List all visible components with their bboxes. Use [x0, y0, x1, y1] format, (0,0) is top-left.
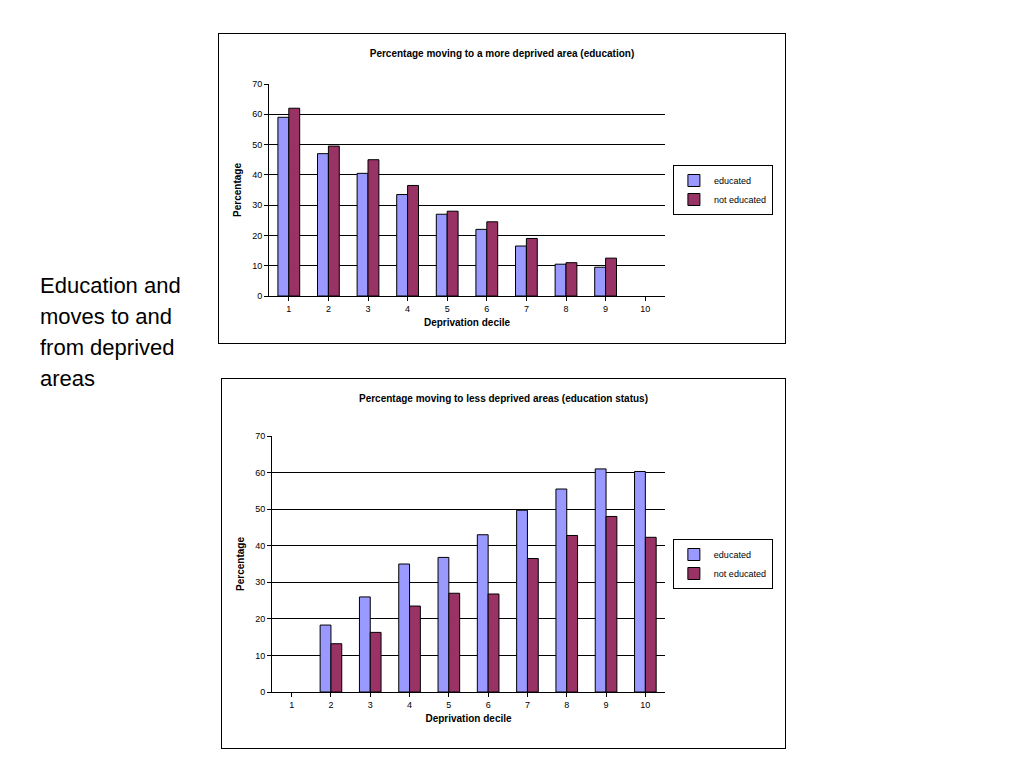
svg-text:50: 50 [252, 140, 262, 150]
svg-text:50: 50 [255, 504, 265, 514]
svg-text:20: 20 [252, 231, 262, 241]
svg-text:70: 70 [252, 79, 262, 89]
svg-text:40: 40 [255, 541, 265, 551]
svg-text:30: 30 [255, 577, 265, 587]
svg-text:4: 4 [405, 304, 410, 314]
svg-text:Percentage moving to less depr: Percentage moving to less deprived areas… [359, 393, 648, 404]
svg-text:3: 3 [368, 700, 373, 710]
svg-text:6: 6 [484, 304, 489, 314]
svg-text:9: 9 [603, 304, 608, 314]
svg-text:Percentage: Percentage [235, 537, 246, 591]
svg-text:0: 0 [257, 291, 262, 301]
svg-text:10: 10 [255, 651, 265, 661]
svg-text:10: 10 [640, 304, 650, 314]
svg-text:Deprivation decile: Deprivation decile [424, 317, 511, 328]
svg-text:Percentage moving to a more de: Percentage moving to a more deprived are… [370, 48, 635, 59]
svg-text:8: 8 [563, 304, 568, 314]
svg-text:20: 20 [255, 614, 265, 624]
svg-text:Deprivation decile: Deprivation decile [425, 713, 512, 724]
svg-text:40: 40 [252, 170, 262, 180]
svg-text:8: 8 [564, 700, 569, 710]
svg-text:10: 10 [640, 700, 650, 710]
svg-text:educated: educated [714, 550, 751, 560]
svg-text:30: 30 [252, 200, 262, 210]
svg-text:Percentage: Percentage [232, 163, 243, 217]
svg-text:not educated: not educated [714, 195, 766, 205]
svg-text:3: 3 [365, 304, 370, 314]
svg-text:70: 70 [255, 431, 265, 441]
svg-text:7: 7 [524, 304, 529, 314]
html-text:Education and moves to and fro: Education and moves to and from deprived… [40, 273, 181, 391]
svg-text:educated: educated [714, 176, 751, 186]
svg-text:5: 5 [445, 304, 450, 314]
svg-text:7: 7 [525, 700, 530, 710]
svg-text:0: 0 [260, 687, 265, 697]
svg-text:1: 1 [289, 700, 294, 710]
svg-text:2: 2 [326, 304, 331, 314]
svg-text:9: 9 [604, 700, 609, 710]
svg-text:5: 5 [446, 700, 451, 710]
svg-text:1: 1 [286, 304, 291, 314]
svg-text:2: 2 [328, 700, 333, 710]
svg-text:60: 60 [252, 109, 262, 119]
svg-text:4: 4 [407, 700, 412, 710]
svg-text:not educated: not educated [714, 569, 766, 579]
svg-text:6: 6 [486, 700, 491, 710]
svg-text:10: 10 [252, 261, 262, 271]
svg-text:60: 60 [255, 468, 265, 478]
